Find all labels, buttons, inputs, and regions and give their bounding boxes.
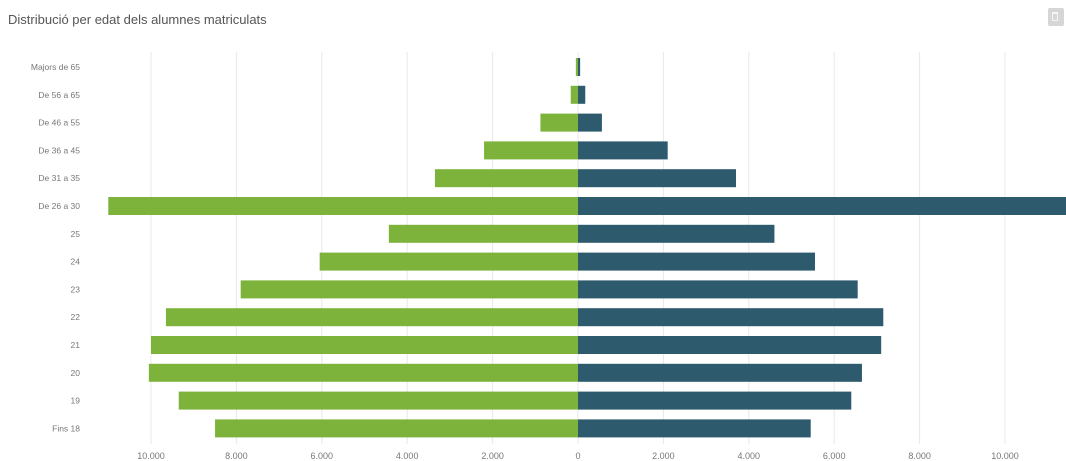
y-category-label: De 46 a 55 [38,118,80,128]
x-tick-label: 4.000 [738,451,761,461]
x-tick-label: 0 [575,451,580,461]
bar-right [578,363,862,382]
bar-right [578,280,858,299]
y-category-label: 25 [71,229,81,239]
bar-right [578,113,602,132]
bar-left [151,336,578,354]
y-category-label: 22 [71,312,81,322]
y-category-label: 20 [71,368,81,378]
bar-left [165,308,578,327]
y-category-label: 21 [71,340,81,350]
y-category-label: 19 [71,396,81,406]
bar-left [570,85,578,104]
x-tick-label: 6.000 [823,451,846,461]
y-category-label: 24 [71,257,81,267]
chart-title: Distribució per edat dels alumnes matric… [8,12,267,27]
bar-left [240,280,579,299]
bar-right [578,58,581,76]
bar-right [578,419,811,438]
y-category-label: De 36 a 45 [38,145,80,155]
y-category-label: Fins 18 [52,423,80,433]
y-category-label: Majors de 65 [31,62,80,72]
bar-right [578,252,815,271]
bar-left [178,391,578,410]
y-category-label: 23 [71,284,81,294]
bar-right [578,169,736,188]
bar-left [540,113,578,132]
bar-left [484,141,578,160]
x-tick-label: 10.000 [991,451,1019,461]
bar-right [578,141,668,160]
bar-right [578,308,884,327]
bar-left [108,197,579,215]
x-tick-label: 2.000 [652,451,675,461]
x-tick-label: 6.000 [311,451,334,461]
x-tick-label: 4.000 [396,451,419,461]
bar-right [578,224,775,243]
x-tick-label: 2.000 [481,451,504,461]
bar-right [578,197,1066,215]
y-category-label: De 31 a 35 [38,173,80,183]
export-icon[interactable] [1048,8,1064,26]
bar-left [575,58,578,76]
y-category-label: De 56 a 65 [38,90,80,100]
bar-left [215,419,579,438]
bar-right [578,336,882,354]
bar-left [319,252,578,271]
x-tick-label: 8.000 [225,451,248,461]
x-tick-label: 8.000 [908,451,931,461]
bar-right [578,391,852,410]
y-category-label: De 26 a 30 [38,201,80,211]
bar-left [434,169,578,188]
bar-right [578,85,586,104]
bar-left [388,224,578,243]
x-tick-label: 10.000 [137,451,165,461]
bar-left [148,363,579,382]
